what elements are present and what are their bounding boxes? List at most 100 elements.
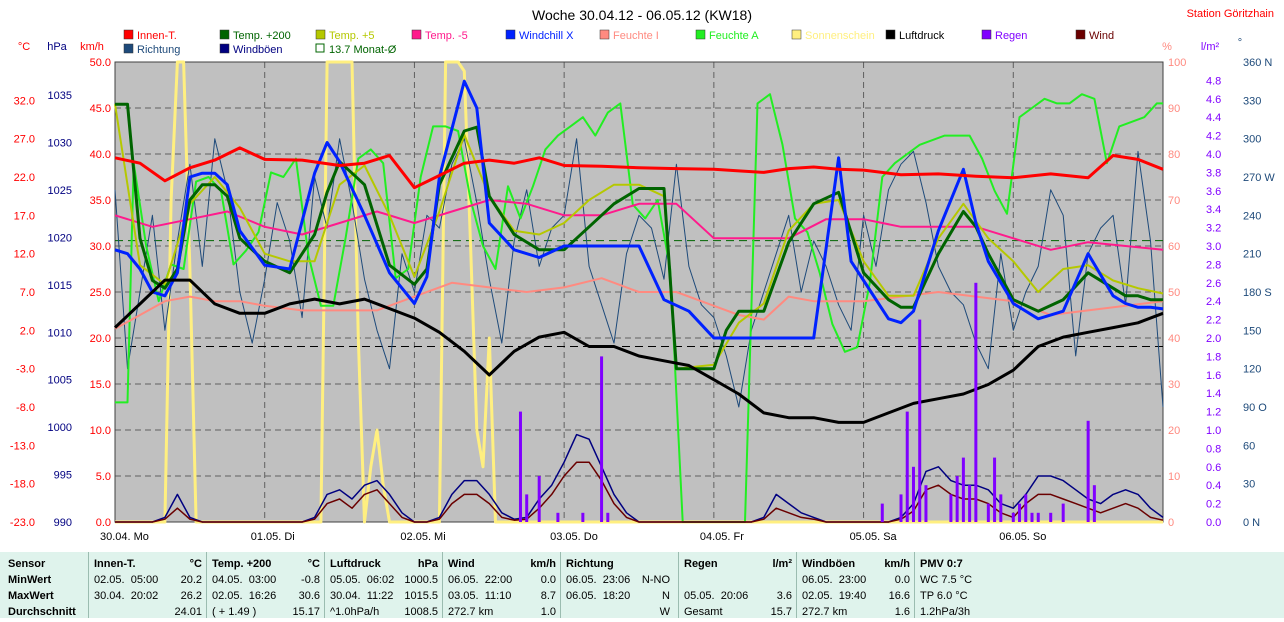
stats-cell-label: ( + 1.49 ) [212, 606, 257, 618]
stats-row: W [566, 606, 670, 622]
tick-temp: -18.0 [10, 479, 35, 491]
tick-direction: 30 [1243, 479, 1255, 491]
tick-direction: 240 [1243, 210, 1261, 222]
stats-cell-value: N-NO [641, 574, 670, 586]
stats-cell-label: 30.04. 11:22 [330, 590, 394, 602]
stats-header-label: Windböen [802, 558, 856, 570]
tick-day: 06.05. So [999, 531, 1046, 543]
stats-header-unit: °C [189, 558, 202, 570]
stats-header: Luftdruck hPa [330, 558, 438, 574]
rain-bar [1092, 485, 1096, 522]
tick-direction: 270 W [1243, 172, 1275, 184]
axis-unit-pressure: hPa [47, 41, 67, 53]
legend-label: Innen-T. [137, 30, 177, 42]
tick-day: 03.05. Do [550, 531, 598, 543]
tick-rain: 1.2 [1206, 407, 1221, 419]
stats-cell-value: 24.01 [174, 606, 202, 618]
tick-pressure: 1010 [48, 327, 72, 339]
tick-rain: 3.6 [1206, 186, 1221, 198]
stats-cell-label: 05.05. 06:02 [330, 574, 395, 586]
stats-cell-label: 06.05. 23:06 [566, 574, 631, 586]
tick-humidity: 50 [1168, 287, 1180, 299]
tick-rain: 1.4 [1206, 388, 1221, 400]
rain-bar [955, 476, 959, 522]
stats-cell-value: 0.0 [894, 574, 910, 586]
legend-swatch [123, 29, 134, 40]
legend-swatch [599, 29, 610, 40]
tick-temp: 27.0 [14, 134, 35, 146]
tick-rain: 4.4 [1206, 112, 1221, 124]
legend-swatch [315, 29, 326, 40]
stats-cell-label: 05.05. 20:06 [684, 590, 749, 602]
axis-unit-humidity: % [1162, 41, 1172, 53]
tick-temp: -13.0 [10, 440, 35, 452]
tick-rain: 0.6 [1206, 462, 1221, 474]
stats-separator [796, 552, 797, 618]
tick-rain: 1.8 [1206, 351, 1221, 363]
rain-bar [1011, 512, 1015, 522]
tick-humidity: 70 [1168, 195, 1180, 207]
series-line-feuchte-a [115, 93, 1163, 523]
tick-rain: 3.8 [1206, 167, 1221, 179]
chart-legend: Innen-T. Temp. +200 Temp. +5 Temp. -5 Windch… [123, 29, 1114, 56]
tick-temp: 22.0 [14, 172, 35, 184]
legend-label: Luftdruck [899, 30, 945, 42]
tick-pressure: 990 [54, 517, 72, 529]
axis-unit-labels: °C hPa km/h% l/m² ° [18, 37, 1242, 53]
legend-label: Feuchte I [613, 30, 659, 42]
stats-header-label: Wind [448, 558, 475, 570]
stats-row: TP 6.0 °C [920, 590, 1020, 606]
stats-header-label: Innen-T. [94, 558, 136, 570]
stats-cell-label: 06.05. 18:20 [566, 590, 631, 602]
rain-bar [518, 411, 522, 522]
legend-label: Regen [995, 30, 1027, 42]
stats-cell-value: W [659, 606, 670, 618]
tick-temp: 17.0 [14, 210, 35, 222]
tick-pressure: 1005 [48, 375, 72, 387]
series-line-temp-5 [114, 199, 1164, 251]
tick-speed: 35.0 [90, 195, 111, 207]
stats-row: 02.05. 05:00 20.2 [94, 574, 202, 590]
stats-row: ( + 1.49 ) 15.17 [212, 606, 320, 622]
legend-label: Temp. -5 [425, 30, 468, 42]
rain-bar [606, 512, 610, 522]
tick-rain: 2.4 [1206, 296, 1221, 308]
stats-header-label: Temp. +200 [212, 558, 272, 570]
tick-humidity: 0 [1168, 517, 1174, 529]
tick-rain: 0.4 [1206, 480, 1221, 492]
stats-cell-value: -0.8 [301, 574, 320, 586]
rain-bar [556, 512, 560, 522]
stats-column-sensor: Sensor MinWert MaxWert Durchschnitt [8, 558, 88, 622]
tick-temp: 7.0 [20, 287, 35, 299]
legend-label: Windböen [233, 44, 283, 56]
tick-pressure: 1025 [48, 185, 72, 197]
tick-speed: 5.0 [96, 471, 111, 483]
tick-direction: 180 S [1243, 287, 1272, 299]
stats-column-regen: Regen l/m² 05.05. 20:06 3.6 Gesamt 15.7 [684, 558, 792, 622]
legend-label: Windchill X [519, 30, 574, 42]
stats-cell-label: 03.05. 11:10 [448, 590, 512, 602]
stats-row: 04.05. 03:00 -0.8 [212, 574, 320, 590]
stats-cell-value: 1000.5 [404, 574, 438, 586]
legend-swatch [219, 43, 230, 54]
tick-rain: 0.8 [1206, 443, 1221, 455]
tick-humidity: 100 [1168, 57, 1186, 69]
stats-header-unit: hPa [417, 558, 438, 570]
tick-rain: 4.2 [1206, 131, 1221, 143]
axis-unit-temp: °C [18, 41, 30, 53]
stats-cell-label: 06.05. 23:00 [802, 574, 867, 586]
stats-separator [560, 552, 561, 618]
rain-bars [518, 282, 1096, 522]
axis-unit-rain: l/m² [1201, 41, 1220, 53]
stats-separator [324, 552, 325, 618]
stats-header-unit: l/m² [772, 558, 792, 570]
stats-cell-value: 1.0 [540, 606, 556, 618]
tick-humidity: 20 [1168, 425, 1180, 437]
stats-cell-value: 15.17 [292, 606, 320, 618]
stats-cell-label: MaxWert [8, 590, 54, 602]
rain-bar [1030, 512, 1034, 522]
tick-direction: 120 [1243, 364, 1261, 376]
rain-bar [600, 356, 604, 522]
rain-bar [899, 494, 903, 522]
tick-rain: 2.2 [1206, 315, 1221, 327]
